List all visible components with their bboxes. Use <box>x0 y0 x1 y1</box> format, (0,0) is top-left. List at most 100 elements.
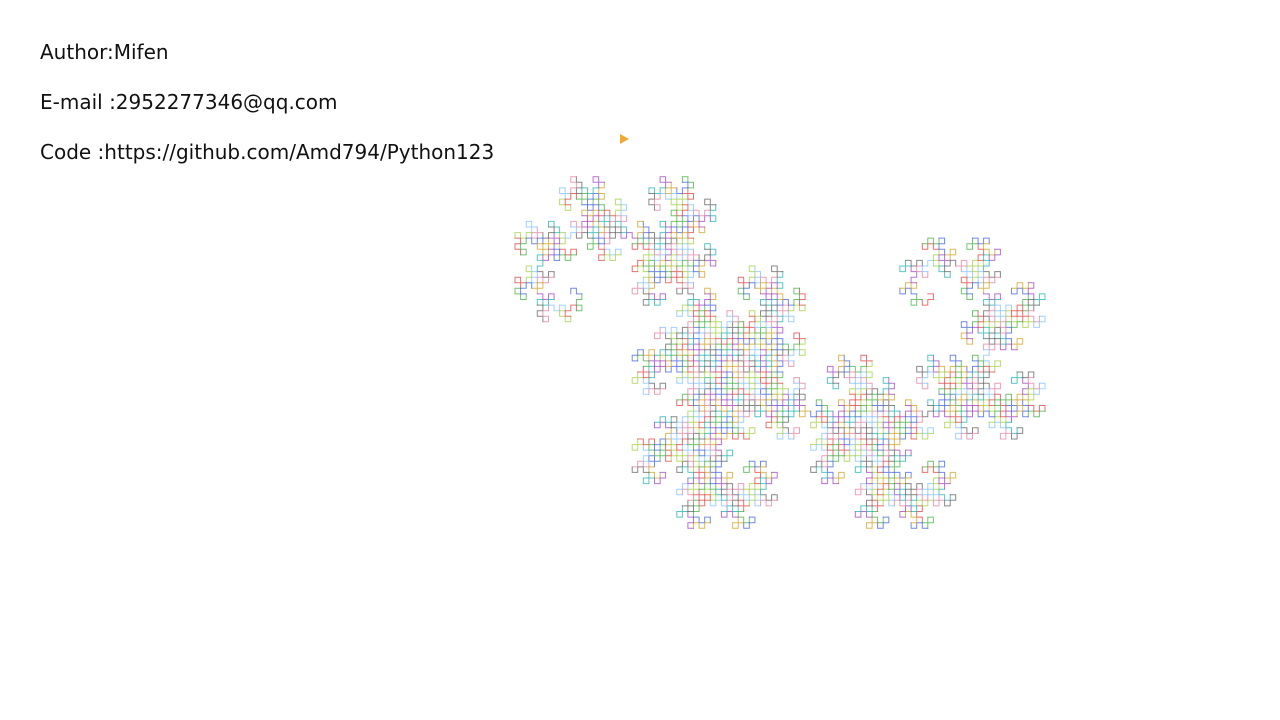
curve-segment <box>660 177 671 188</box>
curve-segment <box>738 411 755 417</box>
curve-segment <box>694 411 705 422</box>
curve-segment <box>989 422 1006 428</box>
curve-segment <box>755 378 761 395</box>
curve-segment <box>677 260 694 266</box>
curve-segment <box>984 277 1001 283</box>
curve-segment <box>894 433 900 450</box>
curve-segment <box>643 221 649 238</box>
curve-segment <box>582 188 599 194</box>
curve-segment <box>537 300 554 306</box>
curve-segment <box>677 400 694 406</box>
curve-segment <box>604 221 615 232</box>
curve-segment <box>978 378 984 395</box>
curve-segment <box>850 389 867 395</box>
curve-segment <box>688 355 694 372</box>
curve-segment <box>922 372 933 383</box>
curve-segment <box>889 378 895 395</box>
curve-segment <box>794 389 805 400</box>
curve-segment <box>978 366 995 372</box>
curve-segment <box>604 249 621 255</box>
curve-segment <box>560 188 571 199</box>
curve-segment <box>928 355 934 372</box>
curve-segment <box>1000 400 1006 417</box>
curve-segment <box>694 500 700 517</box>
curve-segment <box>1006 422 1017 433</box>
curve-segment <box>677 244 694 250</box>
curve-segment <box>967 327 978 338</box>
curve-segment <box>733 361 739 378</box>
curve-segment <box>677 350 694 356</box>
curve-segment <box>537 272 554 278</box>
curve-segment <box>827 439 833 456</box>
curve-segment <box>655 327 666 338</box>
curve-segment <box>727 322 738 333</box>
curve-segment <box>855 512 872 518</box>
curve-segment <box>666 277 683 283</box>
curve-segment <box>710 422 716 439</box>
curve-segment <box>772 322 783 333</box>
curve-segment <box>660 327 677 333</box>
curve-segment <box>744 428 755 439</box>
curve-segment <box>677 238 694 244</box>
curve-segment <box>694 210 711 216</box>
curve-segment <box>677 372 694 378</box>
curve-segment <box>721 472 732 483</box>
curve-segment <box>677 311 694 317</box>
curve-segment <box>755 467 761 484</box>
curve-segment <box>933 472 939 489</box>
curve-segment <box>716 389 727 400</box>
curve-segment <box>900 417 911 428</box>
curve-segment <box>889 461 900 472</box>
curve-segment <box>855 406 866 417</box>
curve-segment <box>738 322 744 339</box>
curve-segment <box>911 523 928 529</box>
curve-segment <box>694 523 711 529</box>
curve-segment <box>855 439 861 456</box>
curve-segment <box>755 266 761 283</box>
curve-segment <box>1028 411 1045 417</box>
curve-segment <box>922 461 939 467</box>
curve-segment <box>783 311 794 322</box>
curve-segment <box>688 294 699 305</box>
curve-segment <box>1017 400 1023 417</box>
curve-segment <box>1012 283 1029 289</box>
curve-segment <box>850 366 867 372</box>
curve-segment <box>911 266 917 283</box>
curve-segment <box>1012 394 1029 400</box>
curve-segment <box>526 221 537 232</box>
curve-segment <box>867 394 878 405</box>
curve-segment <box>716 478 727 489</box>
curve-segment <box>1028 283 1034 300</box>
curve-segment <box>721 350 738 356</box>
curve-segment <box>705 422 711 439</box>
curve-segment <box>883 422 894 433</box>
curve-segment <box>867 422 873 439</box>
curve-segment <box>682 489 693 500</box>
curve-segment <box>978 411 995 417</box>
curve-segment <box>844 450 855 461</box>
curve-segment <box>777 333 783 350</box>
curve-segment <box>738 339 755 345</box>
curve-segment <box>677 305 694 311</box>
curve-segment <box>571 177 577 194</box>
curve-segment <box>766 327 777 338</box>
curve-segment <box>933 355 939 372</box>
curve-segment <box>911 422 917 439</box>
curve-segment <box>677 283 694 289</box>
curve-segment <box>716 439 722 456</box>
curve-segment <box>867 361 873 378</box>
curve-segment <box>699 372 716 378</box>
curve-segment <box>777 406 783 423</box>
curve-segment <box>945 417 956 428</box>
curve-segment <box>956 422 962 439</box>
curve-segment <box>755 489 761 506</box>
curve-segment <box>599 244 605 261</box>
curve-segment <box>666 445 672 462</box>
curve-segment <box>733 394 744 405</box>
curve-segment <box>682 355 688 372</box>
curve-segment <box>571 288 582 294</box>
curve-segment <box>543 227 554 238</box>
curve-segment <box>900 283 917 289</box>
curve-segment <box>855 484 866 495</box>
curve-segment <box>638 221 644 238</box>
